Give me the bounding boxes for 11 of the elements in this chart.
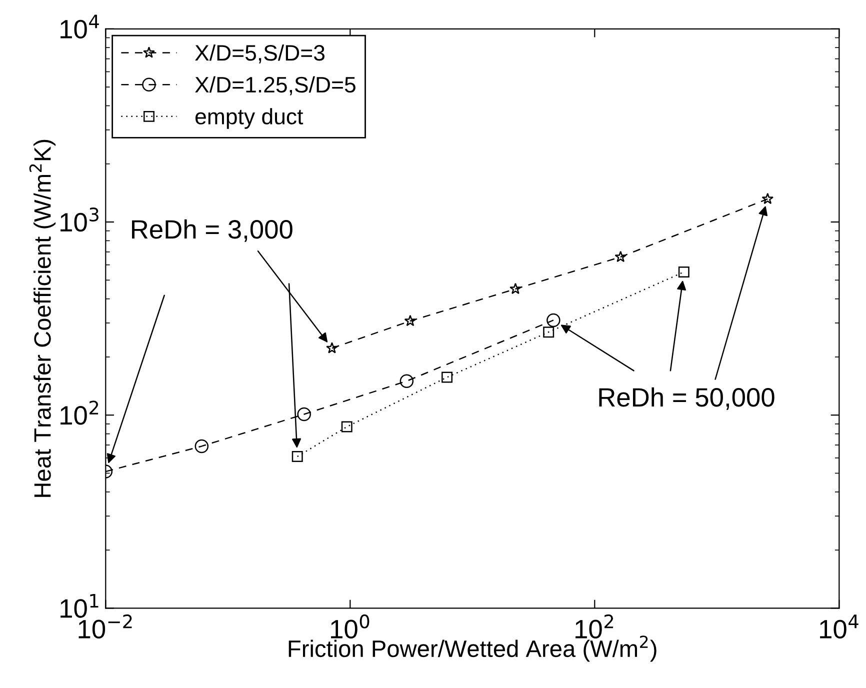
y-axis-title: Heat Transfer Coefficient (W/m$^{2}$K) — [29, 140, 56, 497]
legend-label: X/D=5,S/D=3 — [195, 44, 324, 64]
y-tick-label: 10$^{2}$ — [60, 400, 98, 425]
y-tick-label: 10$^{4}$ — [60, 14, 99, 39]
x-tick-label: 10$^{2}$ — [576, 614, 614, 638]
y-tick-label: 10$^{3}$ — [60, 208, 98, 232]
legend-label: X/D=1.25,S/D=5 — [195, 76, 356, 96]
legend-label: empty duct — [195, 108, 304, 129]
x-tick-label: 10$^{4}$ — [820, 614, 858, 639]
annotation: ReDh = 3,000 — [132, 219, 292, 242]
annotation: ReDh = 50,000 — [599, 387, 774, 410]
